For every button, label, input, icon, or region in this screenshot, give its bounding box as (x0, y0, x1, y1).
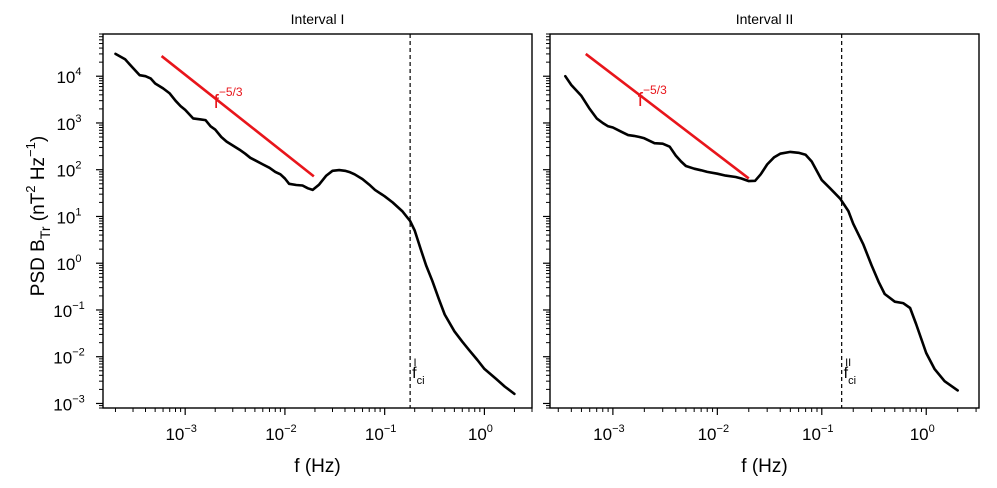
y-tick-label: 100 (56, 253, 81, 274)
y-label-base: PSD B (28, 239, 49, 296)
cyclotron-frequency-label: fciI (412, 357, 424, 387)
y-label-sup1: 2 (23, 185, 38, 192)
x-tick-base: 10 (910, 425, 929, 444)
fci-sup: I (414, 357, 417, 369)
y-tick-base: 10 (56, 162, 75, 181)
y-label-sub: Tr (37, 226, 53, 239)
x-tick-label: 10−1 (365, 423, 396, 444)
cyclotron-frequency-label: fci II (844, 357, 856, 387)
y-tick-base: 10 (56, 115, 75, 134)
y-label-mid2: Hz (28, 157, 49, 186)
panel-title: Interval I (291, 11, 345, 27)
psd-series-line (114, 52, 516, 396)
x-tick-exp: −2 (284, 423, 297, 435)
y-axis-label: PSD BTr (nT2 Hz−1) (23, 136, 53, 296)
fci-base: f (844, 365, 849, 382)
fci-sub: ci (417, 375, 425, 387)
x-tick-base: 10 (468, 425, 487, 444)
fci-base: f (412, 365, 417, 382)
y-label-mid1: (nT (28, 192, 49, 226)
y-tick-exp: 3 (75, 113, 81, 125)
panel-interval-1: Interval I10−3 10−2 10−1 10010−310−210−1100… (53, 11, 533, 477)
y-tick-base: 10 (53, 302, 72, 321)
x-tick-label: 100 (468, 423, 493, 444)
x-tick-base: 10 (593, 425, 612, 444)
panel-title: Interval II (736, 11, 794, 27)
x-tick-exp: −1 (821, 423, 834, 435)
y-label-sup2: −1 (23, 142, 38, 157)
y-tick-label: 10−3 (53, 393, 84, 414)
x-axis-label: f (Hz) (741, 456, 787, 477)
x-tick-base: 10 (698, 425, 717, 444)
x-tick-exp: −3 (612, 423, 625, 435)
y-tick-label: 101 (56, 206, 81, 227)
reference-slope-label: f−5/3 (638, 83, 667, 111)
y-tick-exp: 1 (75, 206, 81, 218)
reference-slope-line (160, 55, 315, 178)
x-tick-base: 10 (802, 425, 821, 444)
ref-label-base: f (638, 90, 644, 111)
y-tick-exp: 2 (75, 160, 81, 172)
y-tick-exp: 0 (75, 253, 81, 265)
y-tick-label: 103 (56, 113, 81, 134)
x-axis-label: f (Hz) (294, 456, 340, 477)
y-tick-exp: −1 (72, 300, 85, 312)
x-tick-label: 10−2 (265, 423, 296, 444)
x-tick-exp: −2 (717, 423, 730, 435)
ref-label-exp: −5/3 (643, 83, 667, 97)
y-tick-label: 104 (56, 66, 81, 87)
y-tick-base: 10 (56, 68, 75, 87)
y-tick-base: 10 (56, 208, 75, 227)
x-tick-exp: 0 (929, 423, 935, 435)
psd-series-line (563, 74, 960, 392)
y-tick-base: 10 (53, 349, 72, 368)
ref-label-exp: −5/3 (219, 85, 243, 99)
fci-sup: II (845, 357, 851, 369)
y-tick-base: 10 (56, 255, 75, 274)
x-tick-label: 10−3 (593, 423, 624, 444)
fci-sub: ci (848, 375, 856, 387)
y-tick-exp: −3 (72, 393, 85, 405)
x-tick-base: 10 (365, 425, 384, 444)
x-tick-exp: −1 (384, 423, 397, 435)
x-tick-label: 10−3 (165, 423, 196, 444)
reference-slope-label: f−5/3 (214, 85, 243, 113)
x-tick-exp: 0 (487, 423, 493, 435)
x-tick-base: 10 (165, 425, 184, 444)
x-tick-label: 10−2 (698, 423, 729, 444)
reference-slope-line (584, 52, 750, 180)
plot-frame (549, 33, 980, 409)
y-label-end: ) (28, 136, 49, 142)
y-tick-label: 10−1 (53, 300, 84, 321)
y-tick-label: 10−2 (53, 347, 84, 368)
x-tick-label: 10−1 (802, 423, 833, 444)
y-tick-base: 10 (53, 395, 72, 414)
x-tick-base: 10 (265, 425, 284, 444)
x-tick-label: 100 (910, 423, 935, 444)
y-tick-label: 102 (56, 160, 81, 181)
x-tick-exp: −3 (184, 423, 197, 435)
ref-label-base: f (214, 92, 220, 113)
y-tick-exp: −2 (72, 347, 85, 359)
y-tick-exp: 4 (75, 66, 81, 78)
